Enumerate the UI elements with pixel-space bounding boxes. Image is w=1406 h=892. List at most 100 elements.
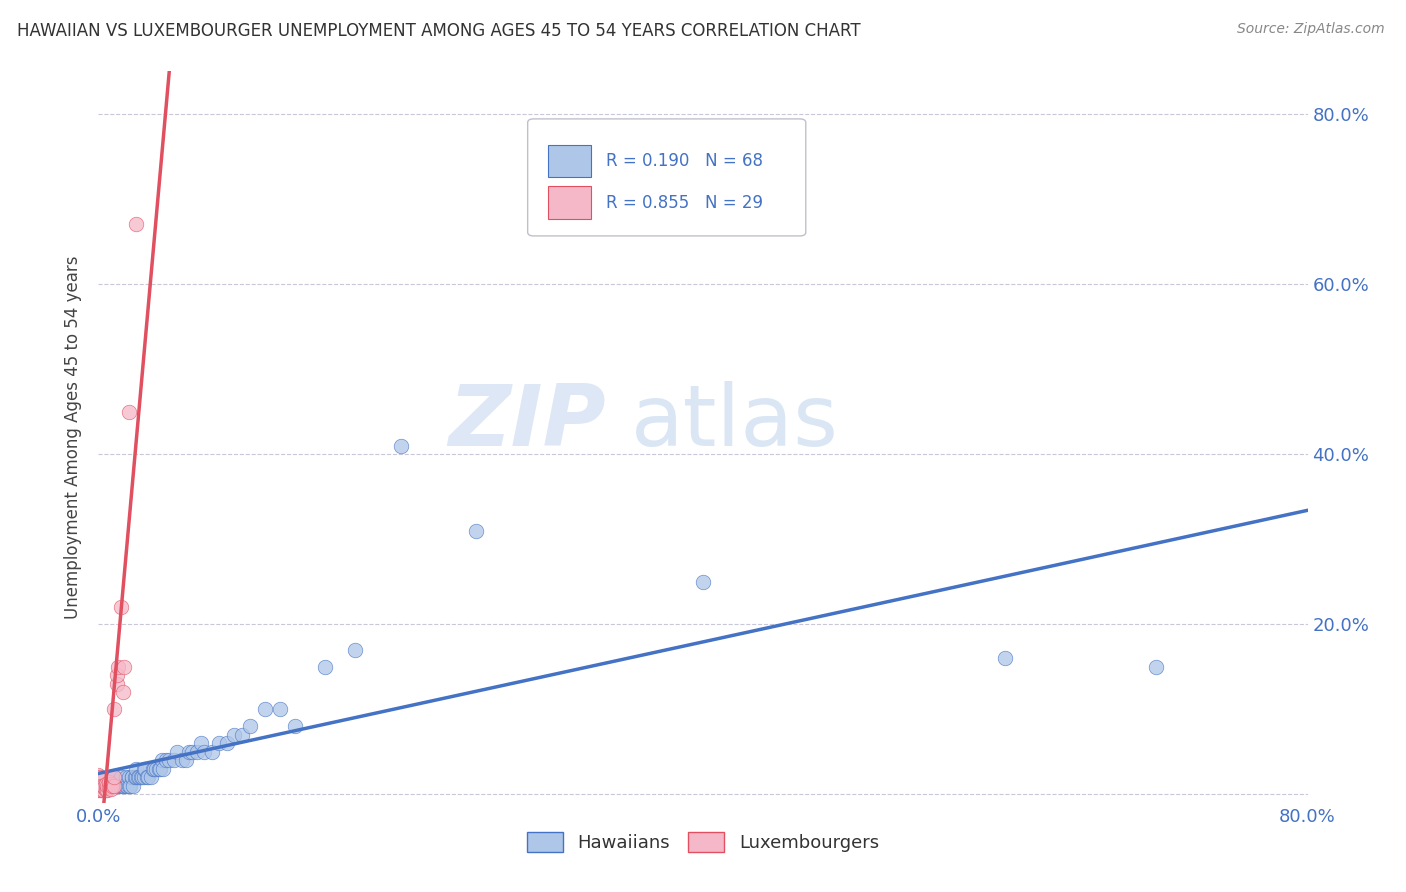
Point — [128, 770, 150, 784]
Point — [91, 783, 114, 797]
Point — [239, 719, 262, 733]
Point — [98, 774, 121, 789]
Point — [170, 753, 193, 767]
Point — [114, 779, 136, 793]
Point — [101, 779, 124, 793]
FancyBboxPatch shape — [527, 119, 806, 235]
Point — [145, 762, 167, 776]
Text: Source: ZipAtlas.com: Source: ZipAtlas.com — [1237, 22, 1385, 37]
Point — [115, 779, 138, 793]
Point — [692, 574, 714, 589]
Point — [186, 745, 208, 759]
Point — [110, 770, 132, 784]
Point — [112, 659, 135, 673]
Point — [103, 779, 125, 793]
Point — [231, 728, 253, 742]
Point — [124, 770, 146, 784]
Point — [94, 783, 117, 797]
Point — [150, 753, 173, 767]
Point — [142, 762, 165, 776]
Point — [87, 770, 110, 784]
Point — [89, 783, 111, 797]
Point — [100, 782, 122, 797]
Point — [127, 770, 149, 784]
Point — [96, 783, 118, 797]
Y-axis label: Unemployment Among Ages 45 to 54 years: Unemployment Among Ages 45 to 54 years — [65, 255, 83, 619]
Point — [190, 736, 212, 750]
Point — [132, 762, 155, 776]
Point — [994, 651, 1017, 665]
Point — [121, 770, 143, 784]
Point — [89, 770, 111, 784]
Point — [105, 779, 128, 793]
Point — [114, 770, 136, 784]
Point — [121, 770, 143, 784]
Point — [314, 659, 336, 673]
Point — [125, 770, 148, 784]
Point — [224, 728, 246, 742]
Point — [103, 770, 125, 784]
Point — [111, 685, 134, 699]
Point — [159, 753, 181, 767]
Point — [125, 218, 148, 232]
Point — [112, 779, 135, 793]
Text: atlas: atlas — [630, 381, 838, 464]
Point — [120, 779, 142, 793]
Point — [107, 659, 129, 673]
Point — [149, 762, 172, 776]
Legend: Hawaiians, Luxembourgers: Hawaiians, Luxembourgers — [520, 824, 886, 860]
Point — [105, 668, 128, 682]
Point — [389, 439, 412, 453]
Point — [465, 524, 488, 538]
Text: R = 0.190   N = 68: R = 0.190 N = 68 — [606, 153, 763, 170]
Point — [100, 779, 122, 793]
Point — [344, 642, 367, 657]
Point — [1144, 659, 1167, 673]
Point — [134, 762, 156, 776]
Point — [98, 780, 121, 795]
Point — [163, 753, 186, 767]
Point — [155, 753, 177, 767]
Point — [269, 702, 291, 716]
Point — [103, 702, 125, 716]
Point — [107, 779, 129, 793]
Point — [284, 719, 307, 733]
Point — [110, 600, 132, 615]
Text: R = 0.855   N = 29: R = 0.855 N = 29 — [606, 194, 763, 212]
Point — [111, 779, 134, 793]
Point — [166, 745, 188, 759]
Point — [90, 779, 112, 793]
Point — [118, 404, 141, 418]
Point — [125, 762, 148, 776]
Point — [201, 745, 224, 759]
Point — [132, 770, 155, 784]
Point — [87, 768, 110, 782]
Point — [96, 779, 118, 793]
Point — [141, 770, 163, 784]
Point — [131, 770, 153, 784]
Point — [174, 753, 197, 767]
FancyBboxPatch shape — [548, 186, 591, 219]
Point — [110, 779, 132, 793]
Point — [152, 762, 174, 776]
Point — [87, 783, 110, 797]
Text: HAWAIIAN VS LUXEMBOURGER UNEMPLOYMENT AMONG AGES 45 TO 54 YEARS CORRELATION CHAR: HAWAIIAN VS LUXEMBOURGER UNEMPLOYMENT AM… — [17, 22, 860, 40]
Point — [103, 779, 125, 793]
Point — [208, 736, 231, 750]
Point — [93, 780, 115, 795]
Point — [253, 702, 276, 716]
Text: ZIP: ZIP — [449, 381, 606, 464]
Point — [179, 745, 201, 759]
Point — [90, 783, 112, 797]
Point — [103, 770, 125, 784]
FancyBboxPatch shape — [548, 145, 591, 178]
Point — [215, 736, 238, 750]
Point — [91, 779, 114, 793]
Point — [148, 762, 170, 776]
Point — [129, 770, 152, 784]
Point — [118, 770, 141, 784]
Point — [103, 770, 125, 784]
Point — [118, 779, 141, 793]
Point — [94, 779, 117, 793]
Point — [100, 777, 122, 791]
